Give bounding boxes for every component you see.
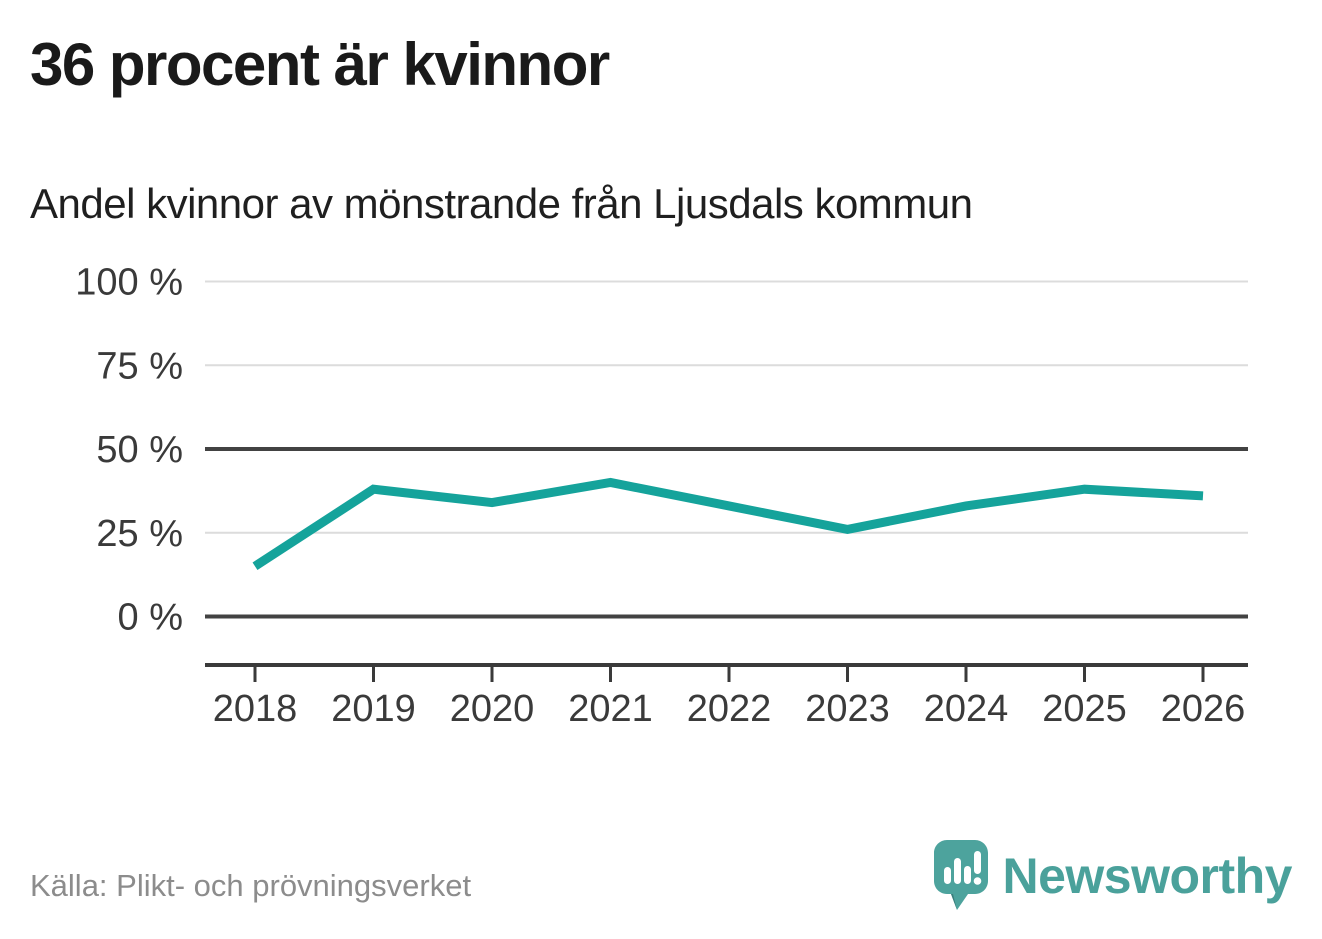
- x-axis-tick-label: 2023: [805, 688, 890, 730]
- data-line: [252, 477, 1204, 571]
- newsworthy-logo: Newsworthy: [934, 840, 1292, 914]
- x-axis-tick-label: 2022: [687, 688, 772, 730]
- y-axis-tick-label: 50 %: [96, 429, 183, 471]
- x-axis-tick-label: 2019: [331, 688, 416, 730]
- x-axis-tick-label: 2020: [450, 688, 535, 730]
- source-note: Källa: Plikt- och prövningsverket: [30, 868, 472, 903]
- y-axis-tick-label: 25 %: [96, 513, 183, 555]
- chart-title: 36 procent är kvinnor: [30, 31, 610, 98]
- y-axis-tick-label: 100 %: [75, 262, 183, 304]
- x-axis-tick-label: 2024: [924, 688, 1009, 730]
- speech-bubble-bar-chart-icon: [934, 840, 989, 910]
- y-axis-tick-label: 75 %: [96, 345, 183, 387]
- x-axis-tick-label: 2018: [213, 688, 298, 730]
- x-axis-tick-label: 2026: [1161, 688, 1246, 730]
- y-axis-tick-label: 0 %: [118, 597, 183, 639]
- x-axis-tick-label: 2025: [1042, 688, 1127, 730]
- x-axis-tick-label: 2021: [568, 688, 653, 730]
- chart-subtitle: Andel kvinnor av mönstrande från Ljusdal…: [30, 180, 973, 227]
- newsworthy-wordmark: Newsworthy: [1002, 848, 1292, 904]
